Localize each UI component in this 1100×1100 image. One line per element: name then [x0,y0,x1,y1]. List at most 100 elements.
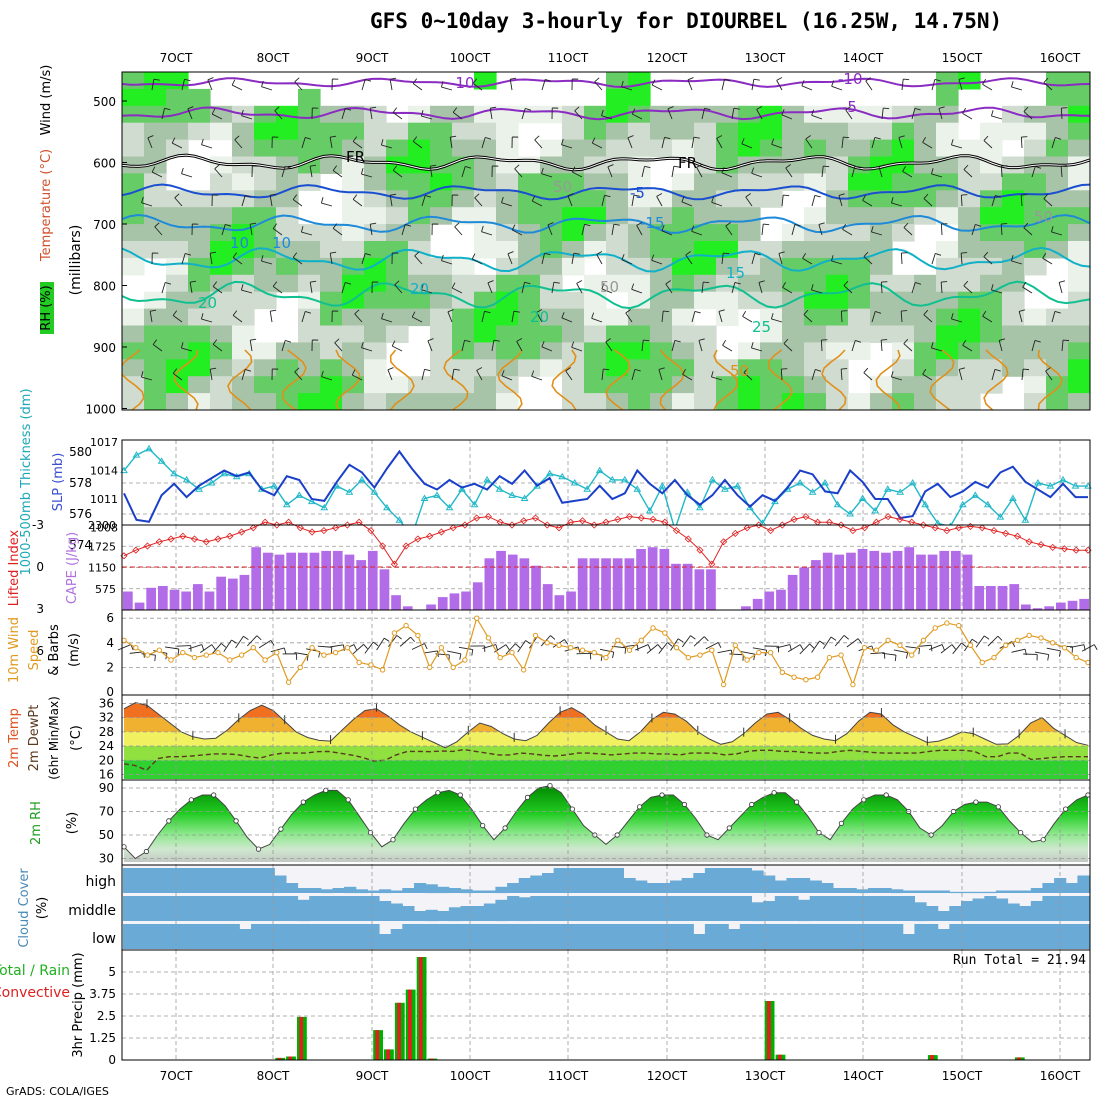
wind-barb-flag [272,223,278,229]
wind-barb-flag [561,312,565,318]
wind-barb-flag [923,309,929,315]
cloud-cell [483,903,496,921]
wind-barb [931,347,943,352]
rh-cell [144,241,167,259]
wind-barb [960,194,963,207]
wind-speed-point [285,679,292,685]
wind-barb [661,137,665,149]
wind-barb-flag [809,643,815,649]
wind-barb [389,195,393,207]
wind-barb [511,229,523,236]
wind-barb-flag [843,635,849,640]
rh-cell [1002,342,1025,360]
wind-barb-flag [232,252,238,258]
thickness-tick: 578 [69,476,92,490]
rh-cell [540,241,563,259]
wind-barb [129,651,144,654]
wind-barb [923,198,933,207]
rh-cell [122,325,145,343]
wind-barb [594,81,603,91]
wind-barb-flag [613,223,620,226]
wind-barb-flag [1059,280,1066,283]
rh-cell [540,291,563,310]
wind-barb-flag [963,280,969,286]
wind-barb [214,168,223,178]
cape-bar [834,554,845,610]
cloud-cell [297,924,310,949]
wind-barb [154,226,163,236]
wind-barb-flag [292,194,298,200]
rh-cell [782,241,805,259]
cloud-cell [681,878,694,893]
rh-cell [738,122,761,141]
cape-bar [484,558,495,610]
rh-point [122,844,127,850]
wind-barb [900,310,903,323]
rh-point [323,787,329,794]
wind-barb [232,257,243,265]
rh-cell [1002,325,1025,343]
wind-barb-flag [855,340,862,343]
thickness-point [1021,516,1030,523]
rh-cell [760,342,783,360]
wind-speed-point [391,630,398,636]
thickness-point [796,479,804,486]
wind-barb-flag [718,309,725,312]
rh-cell [628,139,651,158]
wind-barb [501,202,513,207]
wind-barb-flag [345,282,352,285]
wind-barb [352,644,364,654]
rh-cell [672,105,695,124]
rh-cell [166,274,189,293]
wind-barb-flag [633,194,640,197]
wind-barb-flag [612,652,615,659]
thickness-point [345,488,354,495]
li-point [531,514,540,522]
rh-cell [364,308,387,327]
isotherm-warm [173,349,199,410]
thickness-point [395,516,404,523]
rh-cell [716,122,739,141]
temp-axis-label-4: (°C) [69,725,84,751]
wind-barb [711,376,723,381]
cloud-cell [146,924,159,949]
wind-barb [651,259,663,265]
wind-barb-flag [272,281,278,287]
wind-barb-flag [424,643,428,650]
wind-barb [878,166,883,178]
wind-barb [863,372,873,381]
wind-speed-point [497,654,503,661]
wind-barb [281,340,286,352]
wind-barb [521,108,526,120]
rh-cell [254,173,277,191]
cloud-cell [926,906,939,921]
cloud-cell [227,868,240,893]
cape-bar [286,552,296,610]
rh-cell [892,325,915,343]
wind-barb-flag [690,635,696,640]
wind-speed-point [897,642,903,648]
wind-speed-point [568,645,574,651]
li-point [849,527,857,535]
li-point [731,529,739,537]
rh-point [726,825,732,831]
rh-cell [892,122,915,141]
rh-cell [166,190,189,208]
thickness-point [182,475,191,483]
rh-cell [826,274,849,293]
wind-barb [341,282,346,294]
wind-barb-flag [177,648,180,656]
rh-cell [760,274,783,293]
wind-barb-flag [721,167,725,173]
wind-barb-flag [310,164,317,167]
wind-speed-point [485,635,492,641]
li-point [437,528,445,536]
rh-cell [782,122,805,141]
temp-tick: 28 [99,725,114,739]
footer-credit: GrADS: COLA/IGES [6,1085,109,1098]
wind-barb-flag [742,310,747,317]
wind-barb-flag [854,165,861,169]
rh-cell [496,393,519,410]
rh-cell [650,122,673,141]
